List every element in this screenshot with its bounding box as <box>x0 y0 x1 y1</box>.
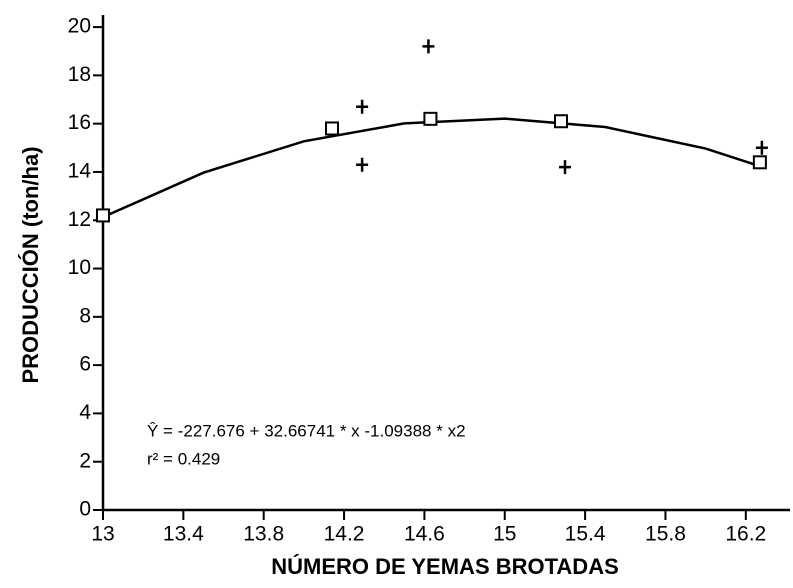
x-tick-label: 14.2 <box>324 523 365 546</box>
x-tick-label: 13.4 <box>163 523 204 546</box>
mean-marker <box>554 114 568 129</box>
mean-marker <box>325 121 339 136</box>
observation-marker <box>356 99 369 114</box>
observation-marker <box>422 39 435 54</box>
x-axis-label: NÚMERO DE YEMAS BROTADAS <box>271 554 619 579</box>
r-squared: r² = 0.429 <box>147 449 220 468</box>
x-tick-label: 16.2 <box>725 523 766 546</box>
y-tick-label: 2 <box>79 449 91 472</box>
y-tick-label: 14 <box>68 159 92 182</box>
observation-marker <box>559 160 572 175</box>
x-tick-label: 13.8 <box>243 523 284 546</box>
y-tick-label: 12 <box>68 208 91 231</box>
y-axis-label: PRODUCCIÓN (ton/ha) <box>18 146 43 383</box>
mean-marker <box>96 208 110 223</box>
x-tick-label: 14.6 <box>404 523 445 546</box>
y-tick-label: 10 <box>68 256 91 279</box>
y-tick-label: 18 <box>68 63 91 86</box>
x-tick-label: 13 <box>91 523 114 546</box>
y-tick-label: 0 <box>79 498 91 521</box>
observation-marker <box>356 157 369 172</box>
y-tick-label: 4 <box>79 401 91 424</box>
equation: Ŷ = -227.676 + 32.66741 * x -1.09388 * x… <box>147 421 466 440</box>
fit-curve <box>102 117 767 219</box>
x-tick-label: 15.8 <box>645 523 686 546</box>
x-tick-label: 15.4 <box>565 523 606 546</box>
y-tick-label: 8 <box>79 304 91 327</box>
observation-marker <box>755 140 768 155</box>
y-tick-label: 6 <box>79 353 91 376</box>
mean-marker <box>752 155 767 170</box>
x-tick-label: 15 <box>493 523 516 546</box>
mean-marker <box>423 111 438 126</box>
y-tick-label: 20 <box>68 15 91 38</box>
y-tick-label: 16 <box>68 111 91 134</box>
